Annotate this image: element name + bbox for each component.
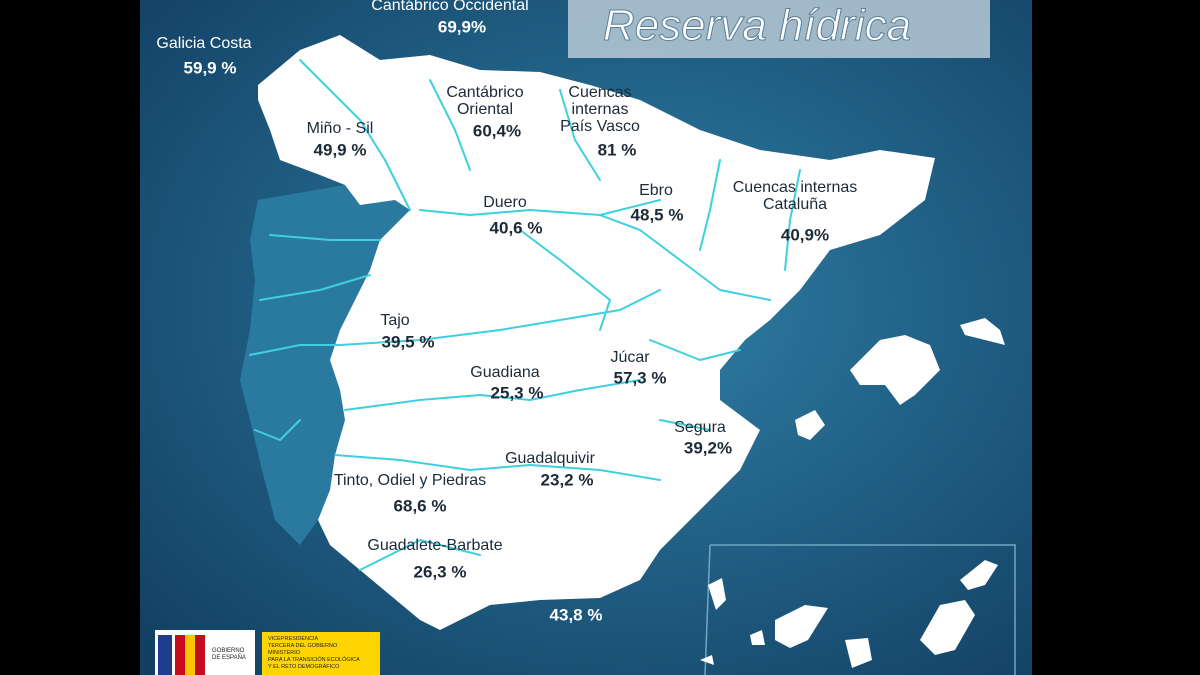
- island: [960, 318, 1005, 345]
- basin-name: Cantábrico: [446, 84, 523, 101]
- canary-islands: [700, 560, 998, 668]
- logo-text: PARA LA TRANSICIÓN ECOLÓGICA: [268, 656, 360, 663]
- ministry-box: [262, 632, 380, 675]
- basin-value: 57,3 %: [614, 368, 667, 387]
- basin-value: 26,3 %: [414, 562, 467, 581]
- basin-value: 23,2 %: [541, 470, 594, 489]
- logo-text: DE ESPAÑA: [212, 654, 246, 661]
- basin-name: Mediterránea: [523, 549, 617, 566]
- basin-value: 40,9%: [781, 225, 829, 244]
- basin-value: 25,3 %: [491, 383, 544, 402]
- title-box: [568, 0, 990, 58]
- title: Reserva hídrica: [603, 1, 911, 50]
- basin-name: Cuencas: [568, 84, 631, 101]
- logo-text: GOBIERNO: [212, 648, 245, 654]
- basin-value: 81 %: [598, 140, 637, 159]
- basin-name: Tajo: [380, 312, 409, 329]
- logo-text: Y EL RETO DEMOGRÁFICO: [268, 663, 340, 670]
- basin-name: Andaluza: [537, 566, 604, 583]
- basin-name: Ebro: [639, 182, 673, 199]
- logo-text: MINISTERIO: [268, 650, 301, 656]
- basin-value: 40,6 %: [490, 218, 543, 237]
- flag: [175, 635, 185, 675]
- basin-value: 48,5 %: [631, 205, 684, 224]
- basin-name: Guadalquivir: [505, 450, 596, 467]
- canary-frame: [704, 544, 1016, 675]
- basin-value: 39,5 %: [382, 332, 435, 351]
- basin-value: 39,2%: [684, 438, 732, 457]
- basin-name: Cuencas internas: [733, 179, 858, 196]
- basin-value: 68,6 %: [394, 496, 447, 515]
- spain: [258, 35, 935, 630]
- basin-value: 69,9%: [438, 17, 486, 36]
- basin-name: Tinto, Odiel y Piedras: [334, 472, 486, 489]
- basin-value: 49,9 %: [314, 140, 367, 159]
- logo-text: TERCERA DEL GOBIERNO: [268, 643, 338, 649]
- eu-flag: [158, 635, 172, 675]
- basin-name: Duero: [483, 194, 527, 211]
- basin-name: Segura: [674, 419, 726, 436]
- flag: [185, 635, 195, 675]
- basin-name: Guadalete-Barbate: [367, 537, 502, 554]
- labels: Cantábrico Occidental 69,9% Galicia Costa 5…: [156, 0, 857, 670]
- island: [795, 410, 825, 440]
- basin-name: Cuenca: [542, 532, 597, 549]
- basin-name: Cantábrico Occidental: [371, 0, 528, 14]
- basin-name: Oriental: [457, 101, 513, 118]
- basin-name: internas: [572, 101, 629, 118]
- basin-value: 60,4%: [473, 121, 521, 140]
- basin-name: Galicia Costa: [156, 35, 251, 52]
- island: [850, 335, 940, 405]
- logo-text: VICEPRESIDENCIA: [268, 636, 318, 642]
- basin-name: Guadiana: [470, 364, 539, 381]
- basin-name: Miño - Sil: [307, 120, 374, 137]
- basin-name: Cataluña: [763, 196, 827, 213]
- basin-value: 43,8 %: [550, 605, 603, 624]
- rivers: [249, 59, 801, 571]
- flag: [195, 635, 205, 675]
- basin-name: Júcar: [610, 349, 650, 366]
- basin-name: País Vasco: [560, 118, 640, 135]
- basin-value: 59,9 %: [184, 58, 237, 77]
